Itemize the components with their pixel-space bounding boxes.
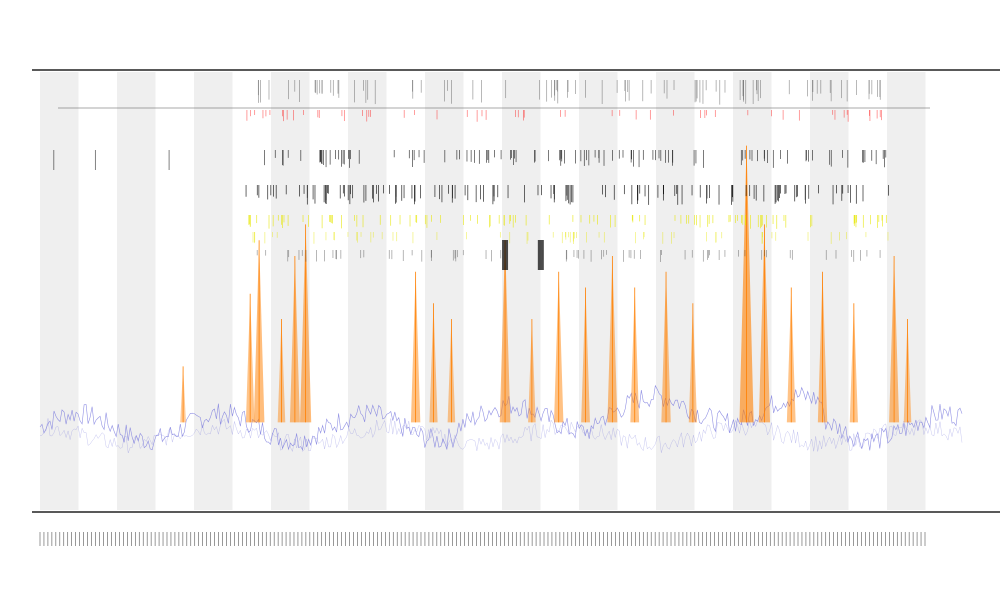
background-band bbox=[848, 72, 887, 510]
background-band bbox=[386, 72, 425, 510]
peak-series bbox=[180, 145, 912, 423]
background-band bbox=[40, 72, 79, 510]
background-band bbox=[78, 72, 117, 510]
background-band bbox=[656, 72, 695, 510]
background-band bbox=[887, 72, 926, 510]
background-band bbox=[617, 72, 656, 510]
event-tick-series bbox=[53, 80, 889, 262]
background-band bbox=[348, 72, 387, 510]
background-band bbox=[425, 72, 464, 510]
background-band bbox=[463, 72, 502, 510]
background-band bbox=[771, 72, 810, 510]
background-band bbox=[810, 72, 849, 510]
background-band bbox=[502, 72, 541, 510]
baseline-line-secondary bbox=[39, 418, 963, 454]
background-band bbox=[194, 72, 233, 510]
background-band bbox=[540, 72, 579, 510]
dark-peak-marker bbox=[537, 240, 544, 270]
background-band bbox=[309, 72, 348, 510]
x-tick-labels bbox=[39, 532, 926, 546]
background-band bbox=[232, 72, 271, 510]
background-bands bbox=[40, 72, 926, 510]
background-band bbox=[117, 72, 156, 510]
background-band bbox=[694, 72, 733, 510]
background-band bbox=[155, 72, 194, 510]
dark-peak-marker bbox=[502, 240, 509, 270]
